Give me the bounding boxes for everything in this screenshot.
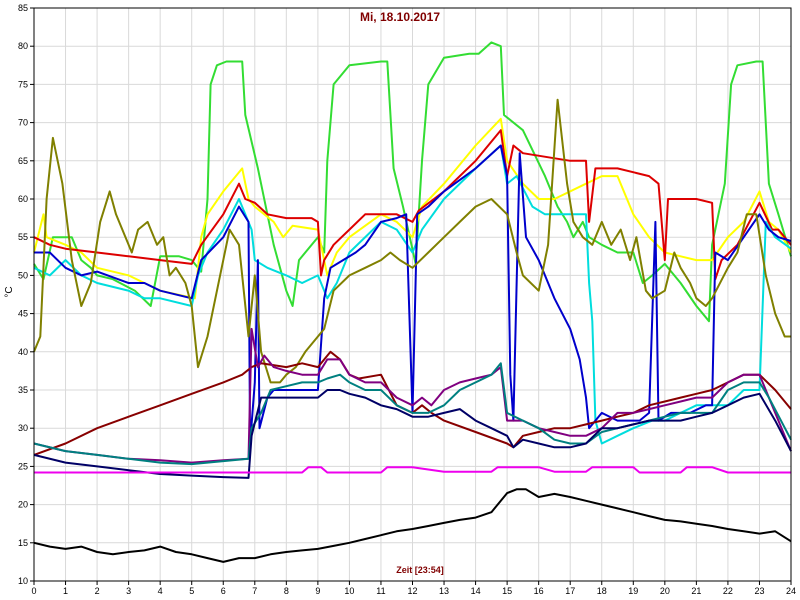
- y-tick-label: 15: [18, 538, 28, 548]
- chart-title: Mi, 18.10.2017: [360, 10, 440, 24]
- x-tick-label: 17: [565, 586, 575, 596]
- y-tick-label: 50: [18, 270, 28, 280]
- x-tick-label: 15: [502, 586, 512, 596]
- x-tick-label: 0: [31, 586, 36, 596]
- x-tick-label: 5: [189, 586, 194, 596]
- series-line-11: [34, 466, 791, 474]
- x-tick-label: 21: [691, 586, 701, 596]
- y-tick-label: 60: [18, 194, 28, 204]
- x-tick-label: 18: [597, 586, 607, 596]
- plot-frame: [33, 7, 792, 582]
- y-tick-label: 80: [18, 41, 28, 51]
- x-tick-label: 10: [344, 586, 354, 596]
- y-axis-label: °C: [4, 286, 15, 297]
- x-tick-label: 1: [63, 586, 68, 596]
- x-tick-label: 16: [534, 586, 544, 596]
- x-tick-label: 13: [439, 586, 449, 596]
- series-group: [33, 41, 792, 563]
- y-tick-label: 25: [18, 461, 28, 471]
- x-tick-label: 11: [376, 586, 385, 596]
- x-tick-label: 2: [95, 586, 100, 596]
- series-line-10: [33, 389, 792, 479]
- x-tick-label: 23: [754, 586, 764, 596]
- y-tick-label: 85: [18, 3, 28, 13]
- x-tick-label: 8: [284, 586, 289, 596]
- y-tick-label: 30: [18, 423, 28, 433]
- x-tick-label: 7: [252, 586, 257, 596]
- x-tick-label: 24: [786, 586, 796, 596]
- series-line-7: [33, 350, 792, 456]
- series-line-8: [33, 327, 792, 464]
- y-tick-label: 65: [18, 156, 28, 166]
- x-tick-label: 20: [660, 586, 670, 596]
- y-tick-label: 75: [18, 79, 28, 89]
- x-tick-label: 9: [315, 586, 320, 596]
- y-tick-label: 35: [18, 385, 28, 395]
- y-tick-label: 45: [18, 309, 28, 319]
- grid: [33, 7, 792, 582]
- x-tick-label: 22: [723, 586, 733, 596]
- x-tick-label: 6: [221, 586, 226, 596]
- x-tick-label: 14: [471, 586, 481, 596]
- x-tick-label: 19: [628, 586, 638, 596]
- y-tick-label: 10: [18, 576, 28, 586]
- series-line-12: [33, 488, 792, 563]
- x-tick-label: 12: [407, 586, 417, 596]
- x-axis-label: Zeit [23:54]: [396, 565, 444, 575]
- x-tick-label: 4: [158, 586, 163, 596]
- y-tick-label: 20: [18, 500, 28, 510]
- series-line-4: [33, 144, 792, 445]
- y-tick-label: 55: [18, 232, 28, 242]
- y-tick-label: 70: [18, 118, 28, 128]
- y-tick-label: 40: [18, 347, 28, 357]
- x-tick-label: 3: [126, 586, 131, 596]
- series-line-6: [33, 98, 791, 384]
